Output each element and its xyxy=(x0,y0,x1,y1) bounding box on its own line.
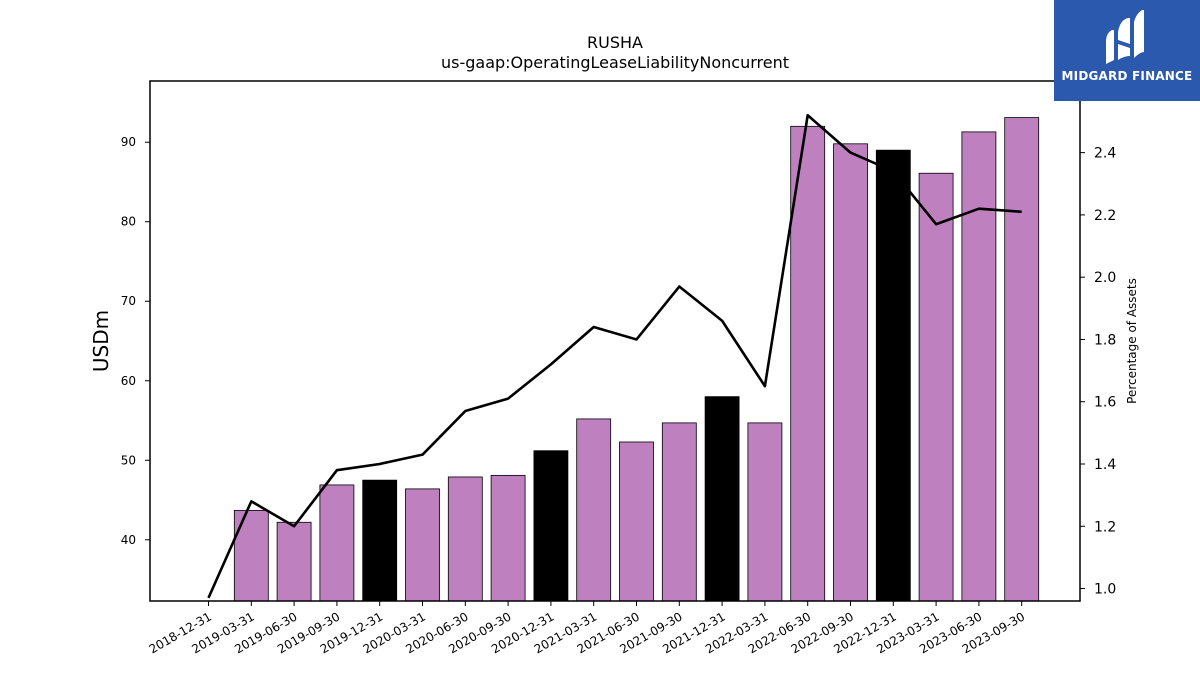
plot-frame xyxy=(149,80,1081,602)
chart-title: RUSHA xyxy=(587,33,643,52)
y2-tick-label: 1.8 xyxy=(1094,332,1116,348)
y-tick-label: 90 xyxy=(121,135,136,149)
bar-2021-03-31 xyxy=(576,418,612,602)
bar-2023-03-31 xyxy=(918,172,954,602)
y-tick-label: 40 xyxy=(121,533,136,547)
bar-2022-03-31 xyxy=(747,422,783,602)
brand-logo: MIDGARD FINANCE xyxy=(1054,0,1200,101)
y2-axis-label: Percentage of Assets xyxy=(1125,278,1139,404)
y-tick-label: 70 xyxy=(121,294,136,308)
bar-2022-06-30 xyxy=(790,125,826,602)
x-axis-ticks: 2018-12-312019-03-312019-06-302019-09-30… xyxy=(147,601,1027,656)
bar-2022-12-31 xyxy=(875,149,911,602)
line-layer xyxy=(207,113,1022,599)
bar-2021-12-31 xyxy=(704,396,740,602)
y2-tick-label: 2.2 xyxy=(1094,208,1116,224)
bar-2021-09-30 xyxy=(661,422,697,602)
logo-name: MIDGARD FINANCE xyxy=(1061,69,1193,83)
y2-tick-label: 1.4 xyxy=(1094,457,1116,473)
bar-2020-09-30 xyxy=(490,474,526,602)
bar-2019-06-30 xyxy=(276,521,312,602)
bar-2019-03-31 xyxy=(233,509,269,602)
y2-tick-label: 2.4 xyxy=(1094,146,1116,162)
bar-2022-09-30 xyxy=(833,143,868,602)
bar-2023-09-30 xyxy=(1004,117,1040,602)
y2-tick-label: 1.0 xyxy=(1094,582,1116,598)
right-axis-ticks: 1.0 1.2 1.4 1.6 1.8 2.0 2.2 2.4 xyxy=(1080,146,1116,598)
bar-2020-03-31 xyxy=(405,488,440,602)
bar-2021-06-30 xyxy=(619,441,654,602)
bar-2023-06-30 xyxy=(961,131,997,602)
bar-2020-06-30 xyxy=(447,476,483,602)
percentage-line xyxy=(207,113,1022,599)
y-tick-label: 60 xyxy=(121,374,136,388)
y-tick-label: 50 xyxy=(121,453,136,467)
y-tick-label: 80 xyxy=(121,215,136,229)
logo-mark-icon xyxy=(1106,10,1144,64)
bar-2020-12-31 xyxy=(533,450,569,602)
y2-tick-label: 2.0 xyxy=(1094,270,1116,286)
bars-layer xyxy=(233,117,1040,602)
bar-2019-12-31 xyxy=(362,479,398,602)
left-axis-ticks: 40 50 60 70 80 90 xyxy=(121,135,150,547)
y2-tick-label: 1.6 xyxy=(1094,395,1116,411)
chart-subtitle: us-gaap:OperatingLeaseLiabilityNoncurren… xyxy=(441,53,789,72)
y-axis-label: USDm xyxy=(89,310,113,372)
bar-2019-09-30 xyxy=(319,484,355,602)
y2-tick-label: 1.2 xyxy=(1094,519,1116,535)
